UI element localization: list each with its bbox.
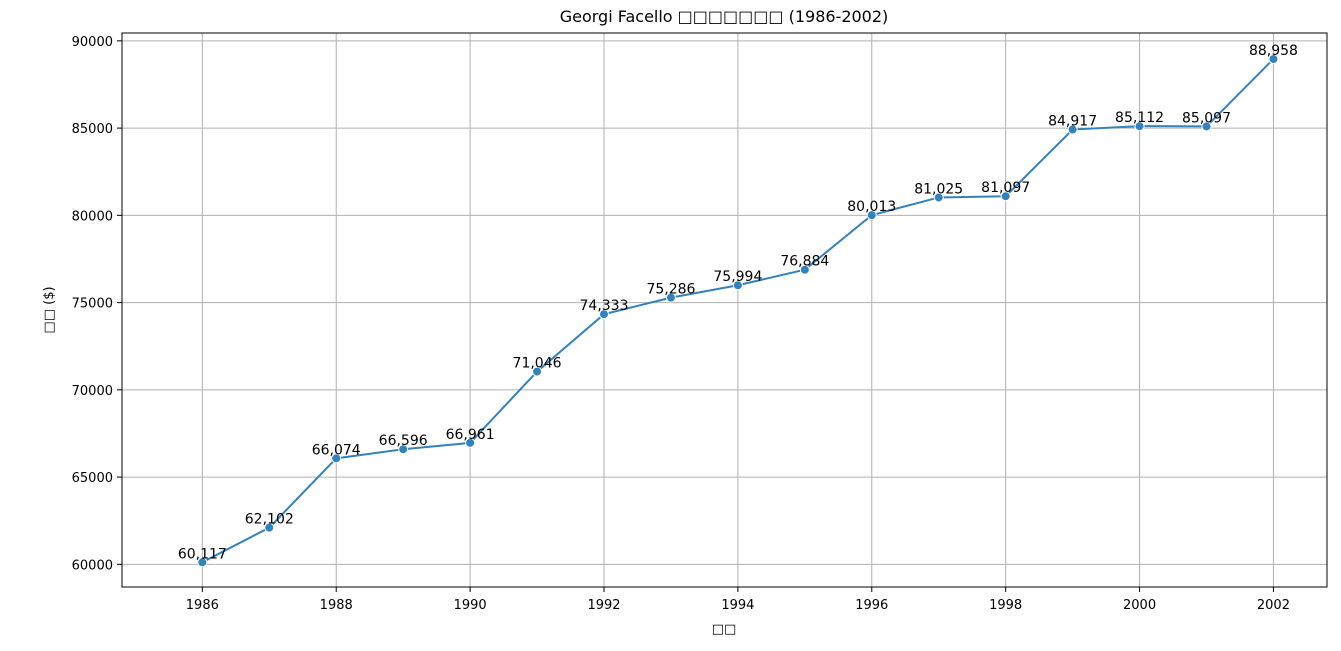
- data-label: 84,917: [1048, 114, 1097, 130]
- x-tick-label: 1996: [855, 598, 888, 613]
- plot-frame: [121, 32, 1328, 588]
- data-point: [264, 522, 275, 533]
- y-tick-label: 65000: [72, 471, 113, 486]
- y-tick-label: 80000: [72, 209, 113, 224]
- data-point: [1000, 191, 1011, 202]
- x-tick-label: 1998: [989, 598, 1022, 613]
- data-label: 66,074: [312, 442, 361, 458]
- data-point: [866, 210, 877, 221]
- data-label: 85,097: [1182, 110, 1231, 126]
- y-tick-label: 70000: [72, 384, 113, 399]
- x-tick-label: 2000: [1123, 598, 1156, 613]
- data-point: [532, 366, 543, 377]
- data-labels: 60,117 62,102 66,074 66,596 66,961 71,046 74,3…: [178, 43, 1298, 562]
- data-point: [732, 280, 743, 291]
- data-label: 88,958: [1249, 43, 1298, 59]
- y-tick-label: 90000: [72, 35, 113, 50]
- data-label: 85,112: [1115, 110, 1164, 126]
- data-point: [599, 309, 609, 320]
- data-point: [1268, 54, 1279, 65]
- data-label: 71,046: [513, 356, 562, 372]
- data-label: 66,596: [379, 433, 428, 449]
- x-tick-label: 1988: [320, 598, 353, 613]
- data-label: 75,286: [646, 282, 695, 298]
- series-line: [197, 54, 1279, 568]
- axis-ticks: 1986 1988 1990 1992 1994 1996 1998 2000 2002 6000…: [72, 35, 1290, 613]
- grid-lines: [122, 33, 1327, 587]
- data-label: 76,884: [780, 254, 829, 270]
- data-point: [799, 264, 810, 275]
- x-tick-label: 1992: [587, 598, 620, 613]
- x-tick-label: 2002: [1257, 598, 1290, 613]
- data-point: [1067, 124, 1078, 135]
- data-label: 75,994: [713, 269, 762, 285]
- x-tick-label: 1986: [186, 598, 219, 613]
- data-label: 60,117: [178, 546, 227, 562]
- x-tick-label: 1994: [721, 598, 754, 613]
- x-axis-label: □□: [712, 622, 737, 637]
- y-tick-label: 85000: [72, 122, 113, 137]
- y-tick-label: 60000: [72, 558, 113, 573]
- data-label: 81,025: [914, 181, 963, 197]
- data-label: 62,102: [245, 512, 294, 528]
- data-point: [1201, 121, 1212, 132]
- data-label: 74,333: [580, 298, 629, 314]
- data-label: 81,097: [981, 180, 1030, 196]
- data-point: [933, 192, 944, 203]
- data-label: 66,961: [446, 427, 495, 443]
- data-point: [465, 437, 476, 448]
- data-point: [665, 292, 676, 303]
- data-point: [331, 453, 342, 464]
- data-point: [197, 557, 208, 568]
- y-tick-label: 75000: [72, 297, 113, 312]
- y-axis-label: □□ ($): [42, 286, 57, 333]
- data-label: 80,013: [847, 199, 896, 215]
- chart-title: Georgi Facello □□□□□□□ (1986-2002): [560, 7, 889, 26]
- data-point: [398, 444, 409, 455]
- data-point: [1134, 121, 1145, 132]
- x-tick-label: 1990: [454, 598, 487, 613]
